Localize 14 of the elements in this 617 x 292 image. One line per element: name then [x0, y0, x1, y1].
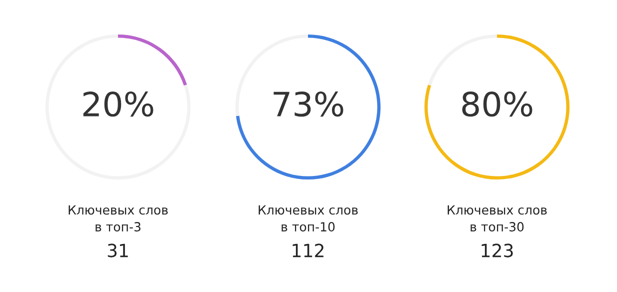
text: Ключевых слов в топ-10 [258, 205, 358, 232]
data-label: 73% [274, 91, 344, 117]
text: Ключевых слов в топ-3 [68, 205, 168, 232]
donut-slice [236, 34, 381, 180]
text: Ключевых слов в топ-30 [448, 205, 547, 232]
donut-slice [428, 34, 497, 86]
text: 31 [108, 244, 128, 258]
donut-slice [45, 34, 191, 180]
text: 123 [482, 244, 513, 258]
data-label: 80% [462, 91, 532, 117]
text: 112 [292, 244, 324, 258]
donut-slice [118, 34, 187, 86]
data-label: 20% [83, 91, 154, 117]
donut-slice [424, 34, 570, 180]
